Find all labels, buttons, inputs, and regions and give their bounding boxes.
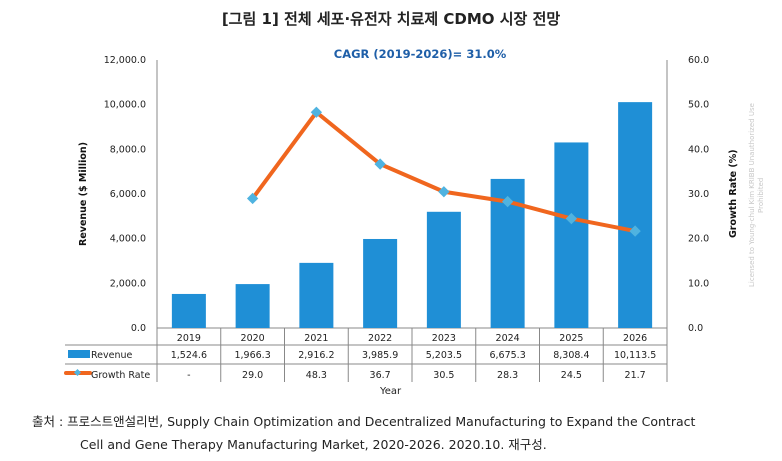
x-tick-label: 2024 [496,333,520,344]
y2-tick-label: 60.0 [688,55,709,66]
growth-point-2022 [374,158,386,170]
x-tick-label: 2021 [304,333,328,344]
growth-point-2026 [629,225,641,237]
source-caption: 출처 : 프로스트앤설리번, Supply Chain Optimization… [32,410,777,456]
growth-point-2023 [438,186,450,198]
y-tick-label: 8,000.0 [110,144,146,155]
legend-revenue-swatch [68,350,90,358]
x-tick-label: 2020 [241,333,265,344]
growth-data-label: - [187,370,190,381]
growth-point-2024 [501,195,514,208]
growth-data-label: 28.3 [497,370,518,381]
x-tick-label: 2019 [177,333,201,344]
bar-2020 [235,284,270,328]
y2-tick-label: 50.0 [688,100,709,111]
revenue-data-label: 8,308.4 [553,350,589,361]
growth-data-label: 29.0 [242,370,263,381]
y2-tick-label: 20.0 [688,234,709,245]
growth-data-label: 21.7 [625,370,646,381]
revenue-data-label: 10,113.5 [614,350,656,361]
caption-label: 출처 : [32,414,68,429]
y2-tick-label: 30.0 [688,189,709,200]
x-tick-label: 2022 [368,333,392,344]
bar-2025 [554,142,589,328]
y2-tick-label: 0.0 [688,323,703,334]
bar-2026 [618,102,653,328]
bar-2021 [299,262,334,328]
x-axis-label: Year [380,386,402,397]
figure-title: [그림 1] 전체 세포·유전자 치료제 CDMO 시장 전망 [221,10,561,28]
growth-data-label: 30.5 [433,370,454,381]
x-tick-label: 2026 [623,333,647,344]
growth-data-label: 24.5 [561,370,582,381]
caption-text: 프로스트앤설리번, Supply Chain Optimization and … [67,414,696,429]
bar-2022 [363,238,398,328]
y-tick-label: 10,000.0 [104,100,146,111]
legend-growth-label: Growth Rate [91,370,150,381]
growth-data-label: 36.7 [370,370,391,381]
y-tick-label: 12,000.0 [104,55,146,66]
y-tick-label: 4,000.0 [110,234,146,245]
caption-text-2: Cell and Gene Therapy Manufacturing Mark… [80,437,547,452]
revenue-data-label: 2,916.2 [298,350,334,361]
y2-tick-label: 10.0 [688,278,709,289]
bar-2023 [426,211,461,328]
x-tick-label: 2025 [559,333,583,344]
growth-point-2020 [246,192,259,205]
x-tick-label: 2023 [432,333,456,344]
y-tick-label: 6,000.0 [110,189,146,200]
chart-canvas: 0.0 2,000.0 4,000.0 6,000.0 8,000.0 10,000.0 1… [64,55,709,382]
revenue-data-label: 3,985.9 [362,350,398,361]
revenue-data-label: 6,675.3 [489,350,525,361]
revenue-data-label: 1,966.3 [234,350,270,361]
growth-data-label: 48.3 [306,370,327,381]
revenue-data-label: 5,203.5 [426,350,462,361]
y-tick-label: 0.0 [131,323,146,334]
revenue-data-label: 1,524.6 [171,350,207,361]
legend-growth-marker [73,368,82,377]
growth-point-2025 [565,212,578,225]
legend-revenue-label: Revenue [91,350,133,361]
bar-2019 [171,293,206,328]
y2-tick-label: 40.0 [688,144,709,155]
cagr-annotation: CAGR (2019-2026)= 31.0% [333,47,507,61]
y-tick-label: 2,000.0 [110,278,146,289]
